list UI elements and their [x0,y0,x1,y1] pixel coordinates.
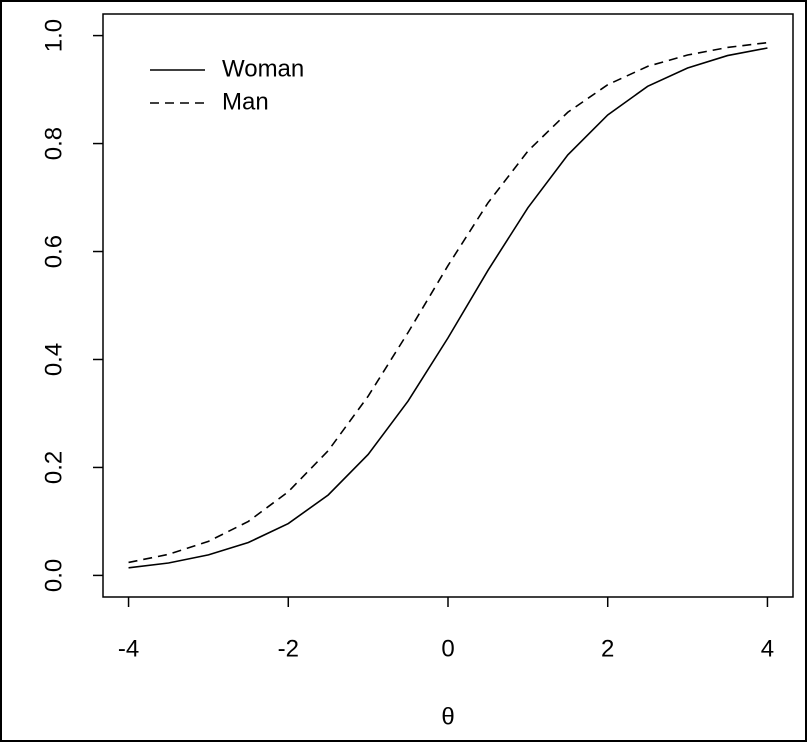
y-tick-label: 0.0 [40,559,67,592]
x-tick-label: 4 [761,635,774,662]
line-series [128,41,768,564]
y-tick-label: 0.6 [40,235,67,268]
y-tick-label: 0.8 [40,127,67,160]
x-tick-label: 0 [441,635,454,662]
y-tick-label: 0.2 [40,451,67,484]
legend-label: Woman [222,55,304,82]
y-tick-label: 1.0 [40,19,67,52]
legend-label: Man [222,88,269,115]
x-tick-label: 2 [601,635,614,662]
x-tick-label: -4 [118,635,139,662]
line-series [128,47,768,569]
y-tick-label: 0.4 [40,343,67,376]
x-tick-label: -2 [278,635,299,662]
x-axis-label: θ [441,703,454,730]
